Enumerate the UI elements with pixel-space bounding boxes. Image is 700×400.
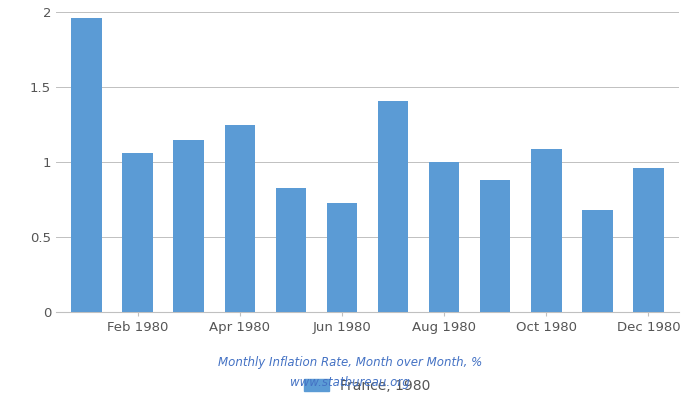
Bar: [378, 100, 408, 312]
Legend: France, 1980: France, 1980: [299, 373, 436, 398]
Bar: [71, 18, 102, 312]
Bar: [327, 202, 357, 312]
Text: www.statbureau.org: www.statbureau.org: [290, 376, 410, 389]
Bar: [225, 124, 256, 312]
Bar: [429, 162, 459, 312]
Text: Monthly Inflation Rate, Month over Month, %: Monthly Inflation Rate, Month over Month…: [218, 356, 482, 369]
Bar: [276, 188, 306, 312]
Bar: [174, 140, 204, 312]
Bar: [531, 148, 561, 312]
Bar: [122, 153, 153, 312]
Bar: [480, 180, 510, 312]
Bar: [582, 210, 612, 312]
Bar: [633, 168, 664, 312]
